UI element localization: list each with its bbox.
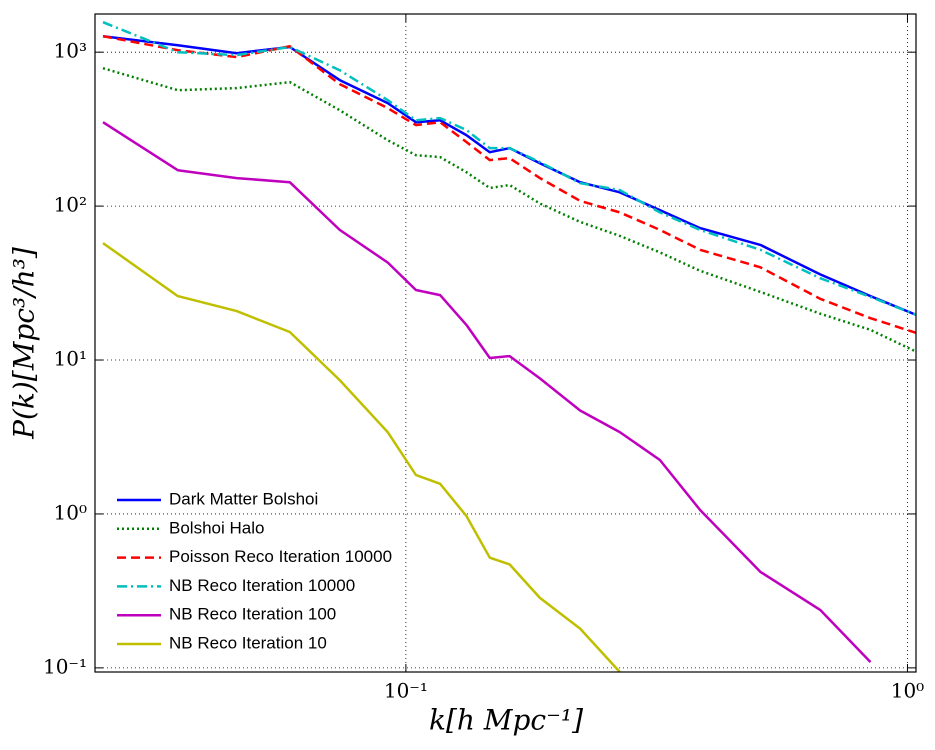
series-line [102, 67, 916, 353]
legend-label: Bolshoi Halo [169, 518, 264, 537]
series-line [102, 121, 872, 663]
legend: Dark Matter Bolshoi Bolshoi Halo Poisson R… [117, 489, 392, 652]
plot-frame [94, 13, 917, 673]
y-axis-title: P(k)[Mpc³/h³] [8, 247, 41, 440]
legend-label: NB Reco Iteration 100 [169, 605, 336, 624]
series-line [102, 34, 916, 335]
legend-label: Dark Matter Bolshoi [169, 489, 318, 508]
series-line [102, 21, 916, 317]
series-line [102, 242, 621, 672]
y-tick-label: 10⁻¹ [43, 654, 87, 678]
plot-lines [102, 21, 916, 672]
x-tick-label: 10⁻¹ [384, 679, 428, 703]
legend-label: NB Reco Iteration 10 [169, 633, 327, 652]
y-tick-label: 10³ [54, 39, 87, 63]
y-tick-label: 10⁰ [54, 500, 87, 524]
ticks: 10⁻¹ 10⁰ 10⁻¹ 10⁰ 10¹ 10² 10³ [43, 14, 924, 703]
legend-label: NB Reco Iteration 10000 [169, 576, 355, 595]
x-tick-label: 10⁰ [891, 679, 924, 703]
y-tick-label: 10² [54, 193, 87, 217]
y-tick-label: 10¹ [54, 347, 87, 371]
legend-label: Poisson Reco Iteration 10000 [169, 547, 392, 566]
x-axis-title: k[h Mpc⁻¹] [429, 704, 583, 737]
